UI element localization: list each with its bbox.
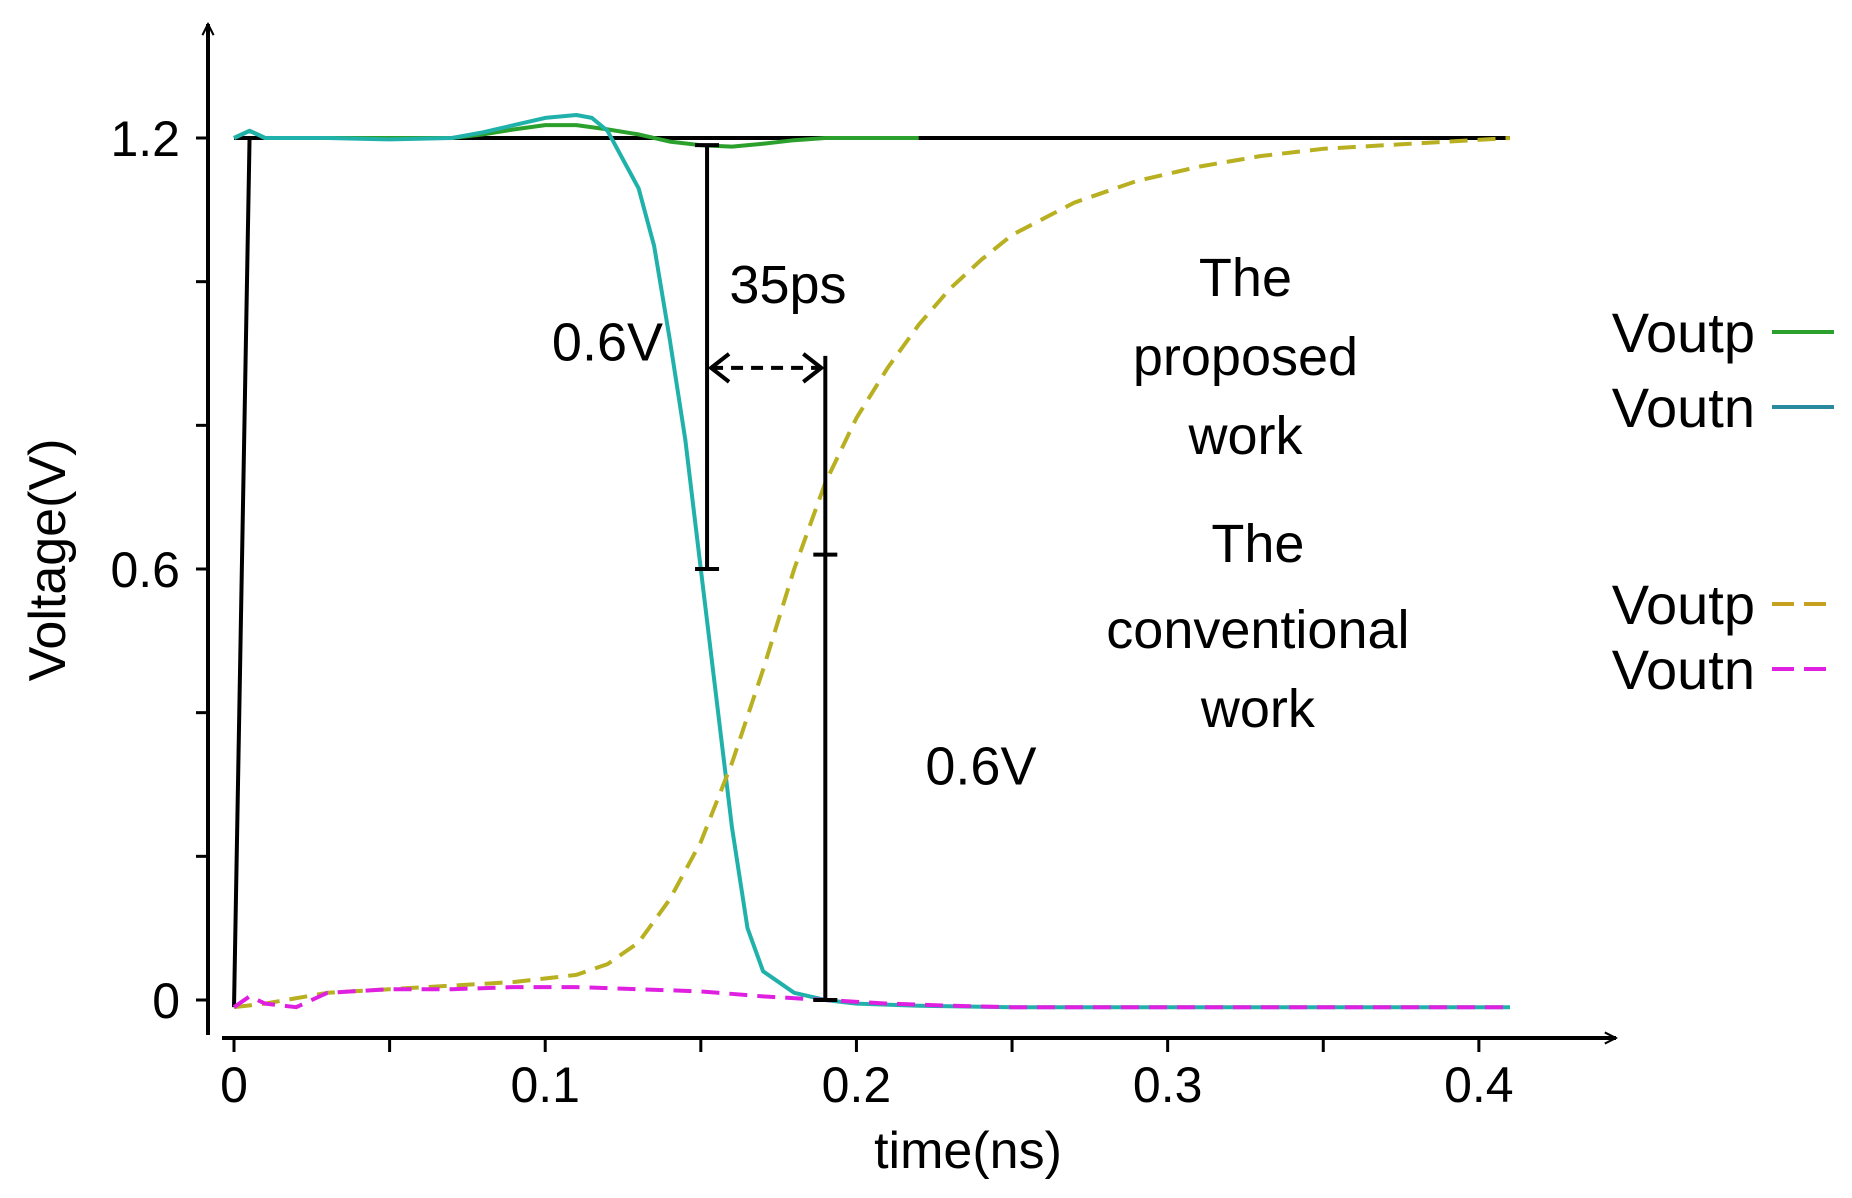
y-axis-title: Voltage(V): [19, 439, 77, 682]
x-tick-label: 0.4: [1444, 1057, 1514, 1113]
plot-area: [232, 113, 1511, 1010]
annotations: 0.6V 35ps 0.6V The proposed work The convention…: [552, 248, 1410, 796]
x-tick-label: 0.3: [1133, 1057, 1203, 1113]
annotation-label: 0.6V: [552, 313, 663, 373]
y-tick-label: 0: [152, 973, 180, 1029]
legend-label: Voutn: [1612, 638, 1755, 701]
axes: 0 0.6 1.2 0 0.1 0.2 0.3 0.4 time(ns) Voltage(V): [19, 24, 1616, 1180]
legend-entry: Voutn: [1612, 638, 1834, 701]
annotation-label: proposed: [1133, 327, 1358, 387]
x-tick-label: 0.2: [822, 1057, 892, 1113]
legend-entry: Voutp: [1612, 573, 1834, 636]
y-tick-label: 1.2: [110, 111, 180, 167]
legend-label: Voutn: [1612, 376, 1755, 439]
series-voutn-the-proposed-work: [233, 113, 1510, 1010]
legend-label: Voutp: [1612, 573, 1755, 636]
annotation-label: work: [1200, 679, 1316, 739]
delay-arrowhead-right: [802, 352, 825, 384]
x-tick-label: 0.1: [510, 1057, 580, 1113]
measurement-markers: [695, 143, 838, 1002]
annotation-label: The: [1211, 514, 1304, 574]
legend-entry: Voutp: [1612, 301, 1834, 364]
y-tick-label: 0.6: [110, 542, 180, 598]
annotation-label: 0.6V: [925, 737, 1036, 797]
series-voutp-the-proposed-work: [233, 123, 919, 149]
legend-label: Voutp: [1612, 301, 1755, 364]
annotation-label: work: [1187, 406, 1303, 466]
step-input-line: [232, 137, 252, 1008]
annotation-label: conventional: [1106, 600, 1409, 660]
annotation-label: 35ps: [729, 255, 846, 315]
annotation-label: The: [1199, 248, 1292, 308]
delay-arrowhead-left: [707, 352, 731, 384]
x-axis-title: time(ns): [874, 1122, 1062, 1180]
x-tick-label: 0: [220, 1057, 248, 1113]
series-voutp-the-conventional-work: [233, 136, 1511, 1010]
legend-entry: Voutn: [1612, 376, 1834, 439]
series-voutn-the-conventional-work: [232, 985, 1510, 1010]
